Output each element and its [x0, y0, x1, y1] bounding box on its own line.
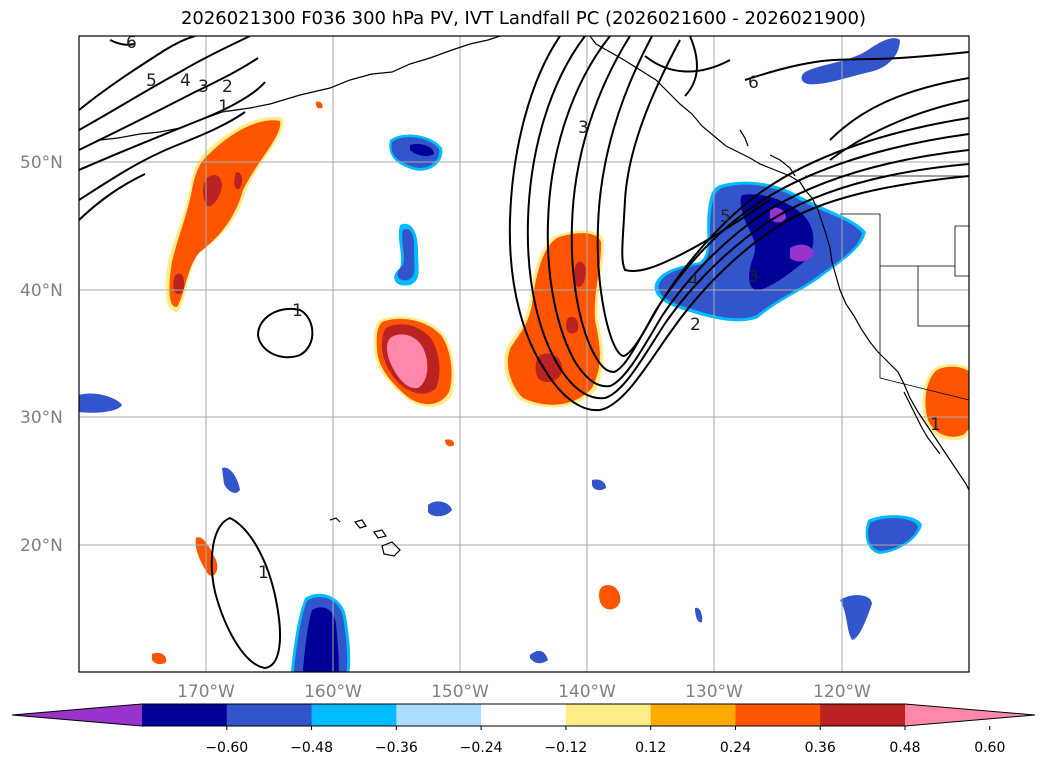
- lon-label-120w: 120°W: [813, 682, 871, 702]
- colorbar-tick-label: 0.12: [635, 740, 666, 756]
- pv-anomaly-small-3: [152, 652, 167, 665]
- contour-label-3: 4: [180, 71, 191, 91]
- colorbar-swatch: [226, 704, 313, 726]
- contour-label-10: 5: [720, 207, 731, 227]
- pv-anomaly-baja: [922, 363, 969, 441]
- lon-label-160w: 160°W: [304, 682, 362, 702]
- coastlines: [99, 36, 969, 557]
- contour-label-4: 3: [198, 77, 209, 97]
- colorbar-tick-label: 0.24: [720, 740, 751, 756]
- contour-label-12: 3: [748, 267, 759, 287]
- colorbar-swatch: [820, 704, 906, 726]
- colorbar: [11, 703, 1036, 727]
- lat-label-30n: 30°N: [20, 408, 63, 428]
- pv-anomaly-neg-2-core: [397, 228, 415, 281]
- ivt-contours: [79, 36, 969, 670]
- colorbar-swatch: [481, 704, 567, 726]
- pv-anomaly-central-pacific: [373, 316, 455, 408]
- pv-anomaly-neg-8-core: [868, 518, 918, 551]
- pv-anomaly-neg-10: [530, 650, 548, 664]
- colorbar-extend-low: [12, 704, 142, 726]
- contour-label-9: 6: [748, 73, 759, 93]
- pv-anomaly-neg-4: [222, 467, 240, 493]
- pv-anomaly-neg-1-center: [410, 144, 434, 157]
- colorbar-swatch: [142, 704, 228, 726]
- pv-anomaly-neg-6: [592, 479, 606, 491]
- political-borders: [805, 175, 969, 401]
- colorbar-outline: [11, 703, 1036, 727]
- contour-labels: 6 5 4 3 2 1 3 1 6 5 4 3 2 1 1: [126, 33, 941, 583]
- colorbar-tick-label: −0.36: [375, 740, 418, 756]
- pv-anomaly-small-4: [445, 439, 455, 447]
- contour-label-11: 4: [688, 271, 699, 291]
- contour-label-14: 1: [930, 415, 941, 435]
- colorbar-tick-label: −0.48: [290, 740, 333, 756]
- lat-label-40n: 40°N: [20, 281, 63, 301]
- plot-frame: [78, 35, 970, 673]
- colorbar-tick-label: −0.12: [544, 740, 587, 756]
- colorbar-tick-label: 0.60: [974, 740, 1005, 756]
- pv-anomaly-neg-11: [695, 607, 703, 623]
- colorbar-swatch: [735, 704, 821, 726]
- lon-label-140w: 140°W: [558, 682, 616, 702]
- colorbar-tick-label: 0.36: [805, 740, 836, 756]
- pv-anomaly-small-2: [599, 584, 621, 610]
- contour-label-15: 1: [258, 563, 269, 583]
- lat-label-50n: 50°N: [20, 153, 63, 173]
- contour-label-5: 2: [222, 77, 233, 97]
- contour-label-7: 3: [578, 118, 589, 138]
- colorbar-swatch: [311, 704, 397, 726]
- pv-anomaly-neg-7: [801, 38, 900, 85]
- pv-anomaly-neg-9: [840, 595, 872, 640]
- colorbar-swatch: [565, 704, 652, 726]
- colorbar-extend-high: [905, 704, 1035, 726]
- contour-label-2: 5: [146, 71, 157, 91]
- colorbar-tick-label: −0.24: [460, 740, 503, 756]
- contour-label-1: 6: [126, 33, 137, 53]
- colorbar-tick-label: −0.60: [205, 740, 248, 756]
- pv-anomaly-small-5: [315, 101, 323, 109]
- pv-anomaly-neg-5: [428, 501, 452, 517]
- contour-label-8: 1: [292, 301, 303, 321]
- map-title: 2026021300 F036 300 hPa PV, IVT Landfall…: [180, 8, 867, 29]
- colorbar-labels: −0.60 −0.48 −0.36 −0.24 −0.12 0.12 0.24 0.36 0.4…: [205, 726, 1005, 756]
- contour-label-13: 2: [690, 315, 701, 335]
- lat-label-20n: 20°N: [20, 536, 63, 556]
- pv-anomaly-neg-3: [79, 393, 122, 413]
- colorbar-swatch: [650, 704, 736, 726]
- lon-label-150w: 150°W: [431, 682, 489, 702]
- lon-label-130w: 130°W: [685, 682, 743, 702]
- colorbar-tick-label: 0.48: [889, 740, 920, 756]
- graticule: [79, 36, 969, 672]
- pv-anomaly-north-pacific-streak: [165, 116, 284, 313]
- pv-anomaly-neg-south-hawaii: [290, 593, 351, 672]
- colorbar-swatch: [396, 704, 482, 726]
- lon-label-170w: 170°W: [177, 682, 235, 702]
- contour-label-6: 1: [218, 97, 229, 117]
